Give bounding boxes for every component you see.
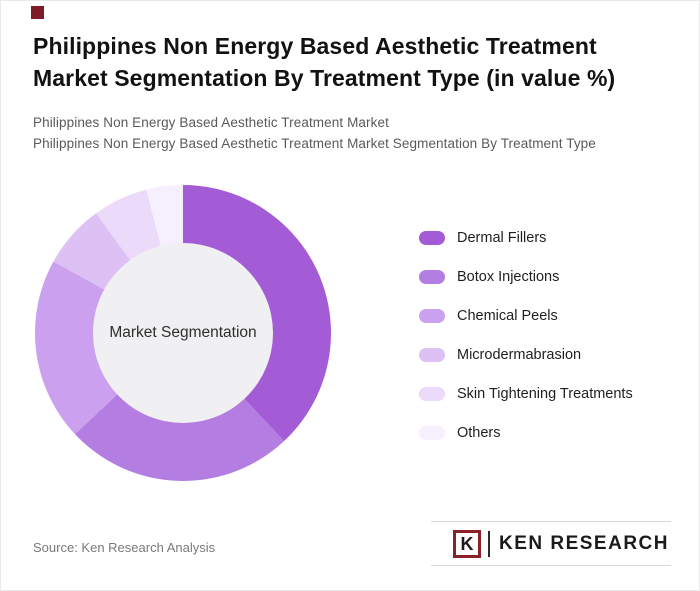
donut-center: Market Segmentation [93, 243, 273, 423]
legend-label: Others [457, 425, 501, 441]
chart-legend: Dermal Fillers Botox Injections Chemical P… [419, 229, 633, 442]
legend-label: Chemical Peels [457, 308, 558, 324]
legend-item: Dermal Fillers [419, 229, 633, 247]
logo-divider-bottom [431, 565, 671, 566]
legend-item: Skin Tightening Treatments [419, 385, 633, 403]
legend-item: Others [419, 424, 633, 442]
logo-separator [487, 531, 490, 557]
brand-accent-square [31, 6, 44, 19]
legend-label: Dermal Fillers [457, 230, 547, 246]
legend-item: Chemical Peels [419, 307, 633, 325]
subtitle-line-1: Philippines Non Energy Based Aesthetic T… [33, 115, 389, 130]
legend-swatch-icon [419, 231, 445, 245]
legend-swatch-icon [419, 387, 445, 401]
legend-swatch-icon [419, 348, 445, 362]
legend-label: Skin Tightening Treatments [457, 386, 633, 402]
ken-research-logo-text: KEN RESEARCH [498, 533, 669, 554]
legend-label: Microdermabrasion [457, 347, 582, 363]
subtitle-line-2: Philippines Non Energy Based Aesthetic T… [33, 136, 596, 151]
page-title: Philippines Non Energy Based Aesthetic T… [33, 33, 616, 91]
legend-item: Botox Injections [419, 268, 633, 286]
legend-swatch-icon [419, 270, 445, 284]
donut-chart: Market Segmentation [35, 185, 331, 481]
legend-swatch-icon [419, 426, 445, 440]
legend-item: Microdermabrasion [419, 346, 633, 364]
legend-swatch-icon [419, 309, 445, 323]
logo-divider-top [431, 521, 671, 522]
ken-research-logo: K KEN RESEARCH [452, 528, 669, 560]
ken-research-k-icon: K [452, 530, 481, 558]
source-text: Source: Ken Research Analysis [33, 540, 216, 555]
donut-center-label: Market Segmentation [109, 324, 257, 341]
legend-label: Botox Injections [457, 269, 560, 285]
